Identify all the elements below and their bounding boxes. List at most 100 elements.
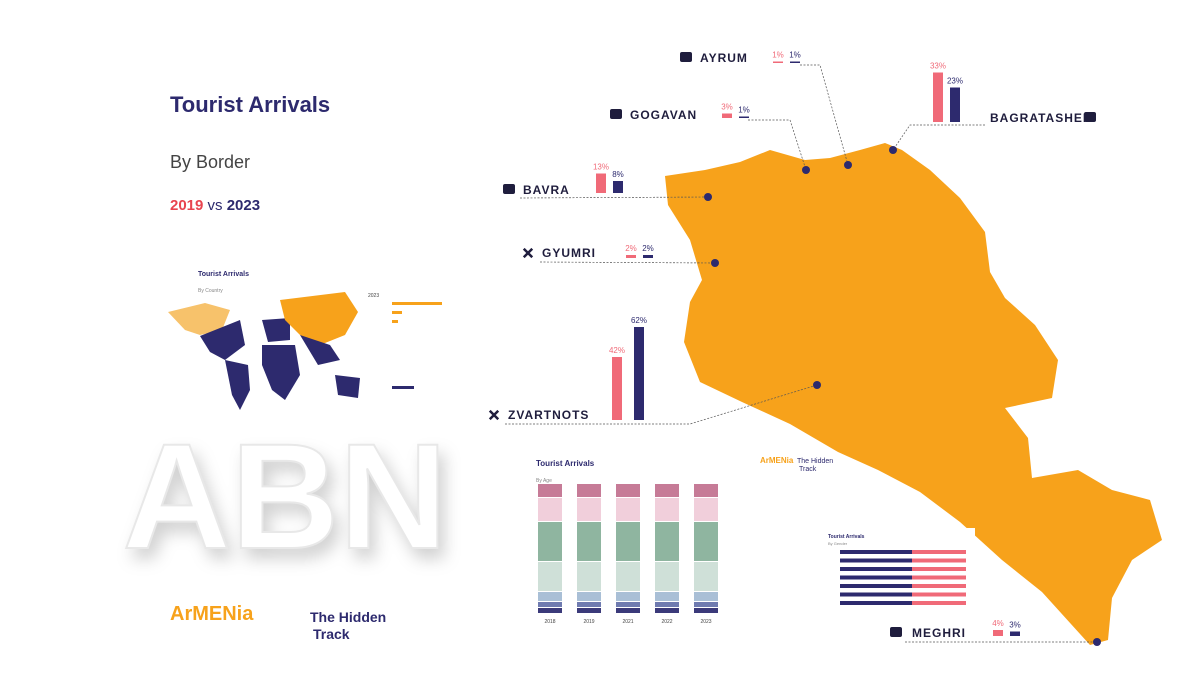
deco-segment: [577, 498, 601, 521]
value-label: 33%: [930, 62, 946, 71]
deco-segment: [577, 484, 601, 497]
deco-segment: [694, 522, 718, 561]
value-label: 2%: [625, 244, 637, 253]
border-name: ZVARTNOTS: [508, 408, 589, 422]
value-label: 1%: [738, 106, 750, 115]
deco-segment: [616, 602, 640, 607]
border-pin: [802, 166, 810, 174]
value-label: 1%: [772, 51, 784, 60]
deco-bar: [912, 601, 966, 605]
border-icon: [503, 184, 515, 194]
border-bar: [596, 173, 606, 193]
year-label: 2021: [622, 619, 633, 625]
logo-brand-small: ArMENia: [760, 456, 794, 465]
deco-segment: [655, 602, 679, 607]
deco-bar: [912, 567, 966, 571]
border-bar: [613, 181, 623, 193]
deco-segment: [616, 592, 640, 601]
year-label: 2018: [544, 619, 555, 625]
mini-title: Tourist Arrivals: [536, 459, 595, 468]
value-label: 13%: [593, 163, 609, 172]
border-name: BAVRA: [523, 183, 570, 197]
land: [335, 375, 360, 398]
value-label: 8%: [612, 170, 624, 179]
leader-line: [505, 384, 818, 425]
deco-segment: [655, 484, 679, 497]
deco-segment: [538, 608, 562, 613]
leader-line: [539, 261, 716, 264]
value-label: 3%: [721, 103, 733, 112]
value-label: 62%: [631, 316, 647, 325]
value-label: 3%: [1009, 621, 1021, 630]
border-bar: [933, 72, 943, 122]
deco-bar: [840, 567, 912, 571]
deco-segment: [694, 592, 718, 601]
value-label: 4%: [992, 619, 1004, 628]
deco-bar: [912, 592, 966, 597]
deco-segment: [577, 602, 601, 607]
value-label: 1%: [789, 51, 801, 60]
deco-segment: [538, 498, 562, 521]
armenia-map: [665, 143, 1162, 645]
plane-icon: [522, 247, 534, 259]
border-icon: [680, 52, 692, 62]
border-pin: [704, 193, 712, 201]
watermark: ABN: [123, 412, 448, 580]
deco-bar: [392, 311, 402, 314]
year-a: 2019: [170, 197, 203, 214]
year-label: 2019: [583, 619, 594, 625]
deco-segment: [655, 592, 679, 601]
deco-segment: [538, 602, 562, 607]
border-name: AYRUM: [700, 51, 748, 65]
mini-title: Tourist Arrivals: [198, 271, 249, 278]
deco-segment: [616, 522, 640, 561]
border-icon: [610, 109, 622, 119]
border-name: BAGRATASHEN: [990, 111, 1093, 125]
deco-segment: [694, 608, 718, 613]
deco-bar: [392, 320, 398, 323]
plane-icon: [488, 409, 500, 421]
land: [262, 318, 290, 342]
leader-line: [892, 124, 985, 151]
land: [225, 360, 250, 410]
border-bar: [773, 61, 783, 63]
years: 2019 vs 2023: [170, 197, 260, 214]
deco-segment: [694, 498, 718, 521]
border-bar: [643, 255, 653, 258]
deco-bar: [392, 302, 442, 305]
border-bar: [739, 116, 749, 118]
border-bar: [612, 357, 622, 420]
deco-segment: [694, 484, 718, 497]
deco-segment: [616, 498, 640, 521]
border-pin: [813, 381, 821, 389]
year-label: 2023: [700, 619, 711, 625]
deco-bar: [840, 601, 912, 605]
logo-tagline: Track: [313, 626, 350, 642]
deco-segment: [616, 608, 640, 613]
border-pin: [889, 146, 897, 154]
border-bar: [722, 113, 732, 118]
deco-segment: [577, 522, 601, 561]
logo-brand: ArMENia: [170, 603, 254, 625]
land: [280, 292, 358, 345]
border-pin: [1093, 638, 1101, 646]
value-label: 42%: [609, 346, 625, 355]
border-name: GYUMRI: [542, 246, 596, 260]
subtitle: By Border: [170, 152, 250, 172]
deco-segment: [655, 522, 679, 561]
border-pin: [711, 259, 719, 267]
border-bar: [634, 327, 644, 420]
year-b: 2023: [227, 197, 260, 214]
land: [200, 320, 245, 360]
border-name: MEGHRI: [912, 626, 966, 640]
deco-bar: [912, 575, 966, 580]
deco-segment: [655, 498, 679, 521]
mini-title: Tourist Arrivals: [828, 534, 865, 540]
border-bar: [790, 61, 800, 63]
deco-segment: [655, 608, 679, 613]
deco-segment: [538, 592, 562, 601]
deco-bar: [912, 558, 966, 563]
list-title: 2023: [368, 293, 379, 299]
deco-segment: [577, 608, 601, 613]
